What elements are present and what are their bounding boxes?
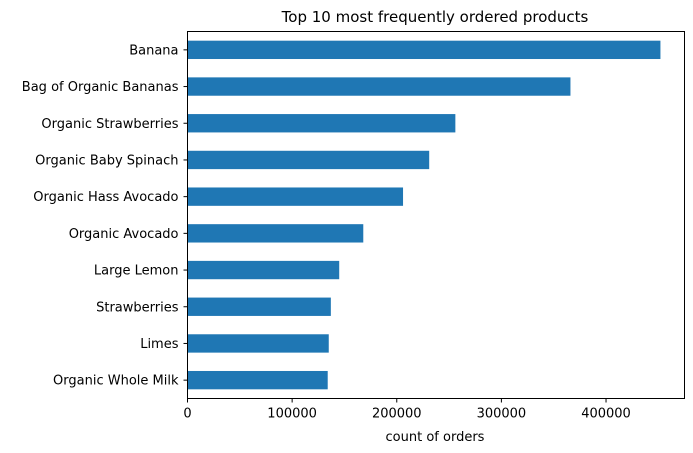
x-tick-label: 300000	[477, 407, 527, 422]
y-tick-label: Limes	[140, 337, 179, 352]
y-tick-label: Strawberries	[96, 300, 179, 315]
bar-organic-strawberries	[187, 114, 456, 133]
bar-organic-hass-avocado	[187, 187, 404, 206]
chart-title: Top 10 most frequently ordered products	[281, 8, 589, 26]
x-axis-label: count of orders	[386, 430, 485, 445]
y-tick-label: Large Lemon	[94, 264, 179, 279]
bar-organic-baby-spinach	[187, 150, 430, 170]
y-tick-label: Organic Whole Milk	[53, 374, 179, 389]
y-tick-label: Organic Hass Avocado	[33, 190, 178, 205]
plot-area-frame	[187, 31, 685, 399]
y-tick-label: Organic Strawberries	[41, 117, 178, 132]
bar-strawberries	[187, 297, 331, 316]
bar-banana	[187, 40, 661, 60]
bar-limes	[187, 334, 329, 353]
x-tick-label: 0	[183, 407, 191, 422]
bar-large-lemon	[187, 260, 340, 280]
bar-bag-of-organic-bananas	[187, 77, 571, 96]
x-tick-label: 100000	[267, 407, 317, 422]
y-tick-label: Bag of Organic Bananas	[22, 80, 179, 95]
y-tick-label: Banana	[129, 43, 178, 58]
y-tick-label: Organic Baby Spinach	[35, 153, 178, 168]
x-tick-label: 400000	[581, 407, 631, 422]
bar-organic-whole-milk	[187, 370, 328, 390]
bar-organic-avocado	[187, 224, 364, 243]
x-tick-label: 200000	[372, 407, 422, 422]
y-tick-label: Organic Avocado	[69, 227, 179, 242]
